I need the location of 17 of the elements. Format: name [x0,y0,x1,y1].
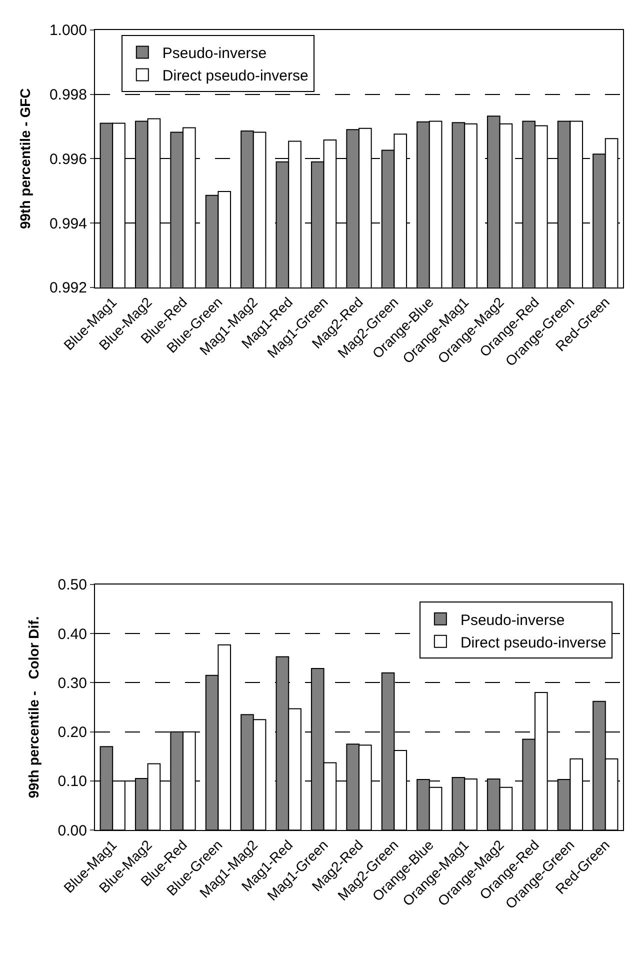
y-tick-label: 0.50 [58,576,87,594]
legend-label: Pseudo-inverse [162,45,267,62]
y-tick-label: 0.40 [58,626,87,643]
y-tick-label: 0.20 [58,724,87,742]
y-tick-label: 0.998 [49,86,87,104]
y-tick-label: 1.000 [49,22,87,40]
legend-label: Pseudo-inverse [460,612,565,629]
y-tick-label: 0.30 [58,674,87,692]
legend-label: Direct pseudo-inverse [162,68,308,85]
y-tick-label: 0.10 [58,773,87,790]
y-tick-label: 0.992 [49,280,87,297]
y-axis-title: 99th percentile - Color Dif. [25,616,42,798]
legend-label: Direct pseudo-inverse [460,634,606,652]
y-tick-label: 0.996 [49,150,87,168]
y-tick-label: 0.00 [58,822,87,840]
y-tick-label: 0.994 [49,215,87,232]
y-axis-title: 99th percentile - GFC [17,88,34,230]
